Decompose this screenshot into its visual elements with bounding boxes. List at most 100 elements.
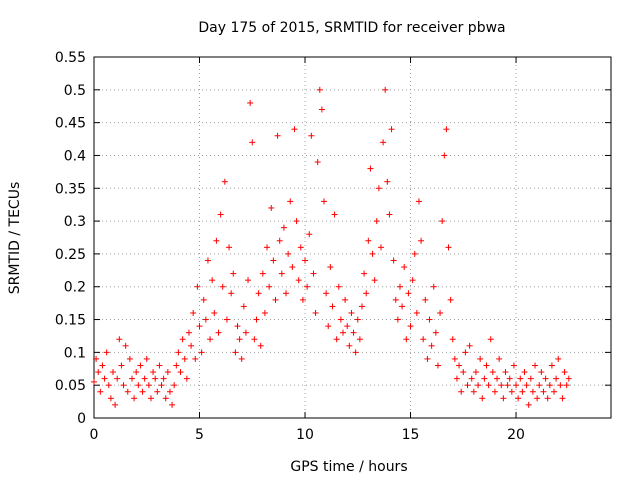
data-point	[120, 382, 127, 389]
y-tick-label: 0.15	[55, 313, 86, 329]
data-point	[565, 375, 572, 382]
x-tick-label: 5	[195, 427, 204, 443]
data-point	[508, 388, 515, 395]
data-point	[171, 382, 178, 389]
data-point	[432, 329, 439, 336]
data-point	[536, 382, 543, 389]
data-point	[242, 329, 249, 336]
data-point	[424, 355, 431, 362]
data-point	[280, 224, 287, 231]
data-point	[346, 342, 353, 349]
data-point	[396, 283, 403, 290]
data-point	[91, 378, 97, 385]
data-point	[312, 309, 319, 316]
data-point	[105, 382, 112, 389]
data-point	[209, 277, 216, 284]
data-point	[310, 270, 317, 277]
data-point	[257, 342, 264, 349]
data-point	[553, 375, 560, 382]
data-point	[285, 250, 292, 257]
data-point	[380, 139, 387, 146]
data-point	[253, 316, 260, 323]
data-point	[472, 369, 479, 376]
data-point	[563, 382, 570, 389]
data-point	[236, 336, 243, 343]
data-point	[449, 336, 456, 343]
data-point	[513, 382, 520, 389]
data-point	[418, 237, 425, 244]
data-point	[194, 283, 201, 290]
data-point	[335, 283, 342, 290]
data-point	[523, 382, 530, 389]
data-point	[147, 395, 154, 402]
data-point	[422, 296, 429, 303]
data-point	[160, 375, 167, 382]
data-point	[358, 303, 365, 310]
data-point	[327, 264, 334, 271]
data-point	[143, 355, 150, 362]
data-point	[348, 309, 355, 316]
data-point	[325, 323, 332, 330]
data-point	[460, 369, 467, 376]
data-point	[333, 336, 340, 343]
data-point	[342, 296, 349, 303]
x-tick-label: 15	[402, 427, 420, 443]
data-point	[99, 362, 106, 369]
data-point	[506, 375, 513, 382]
data-point	[445, 244, 452, 251]
data-point	[458, 388, 465, 395]
y-tick-label: 0.5	[64, 83, 86, 99]
data-point	[200, 296, 207, 303]
data-point	[354, 316, 361, 323]
data-point	[276, 237, 283, 244]
data-point	[519, 388, 526, 395]
data-point	[561, 369, 568, 376]
data-point	[405, 290, 412, 297]
data-point	[542, 375, 549, 382]
data-point	[287, 198, 294, 205]
data-point	[557, 382, 564, 389]
data-point	[95, 369, 102, 376]
y-tick-label: 0.3	[64, 214, 86, 230]
data-points	[91, 86, 572, 408]
data-point	[538, 369, 545, 376]
data-point	[420, 336, 427, 343]
data-point	[386, 211, 393, 218]
data-point	[384, 178, 391, 185]
data-point	[215, 329, 222, 336]
data-point	[413, 309, 420, 316]
y-tick-label: 0.4	[64, 148, 86, 164]
data-point	[321, 198, 328, 205]
data-point	[166, 388, 173, 395]
y-tick-label: 0.2	[64, 280, 86, 296]
data-point	[559, 395, 566, 402]
data-point	[181, 355, 188, 362]
data-point	[192, 355, 199, 362]
data-point	[361, 270, 368, 277]
data-point	[340, 329, 347, 336]
data-point	[390, 257, 397, 264]
data-point	[470, 388, 477, 395]
data-point	[232, 349, 239, 356]
data-point	[392, 296, 399, 303]
data-point	[297, 244, 304, 251]
data-point	[116, 336, 123, 343]
data-point	[517, 375, 524, 382]
data-point	[188, 342, 195, 349]
data-point	[487, 336, 494, 343]
data-point	[238, 355, 245, 362]
data-point	[546, 382, 553, 389]
data-point	[477, 355, 484, 362]
data-point	[198, 349, 205, 356]
data-point	[456, 362, 463, 369]
data-point	[344, 323, 351, 330]
data-point	[447, 296, 454, 303]
x-tick-label: 0	[90, 427, 99, 443]
data-point	[164, 369, 171, 376]
data-point	[93, 355, 100, 362]
data-point	[496, 355, 503, 362]
data-point	[464, 382, 471, 389]
y-tick-label: 0.1	[64, 345, 86, 361]
data-point	[485, 382, 492, 389]
data-point	[251, 336, 258, 343]
